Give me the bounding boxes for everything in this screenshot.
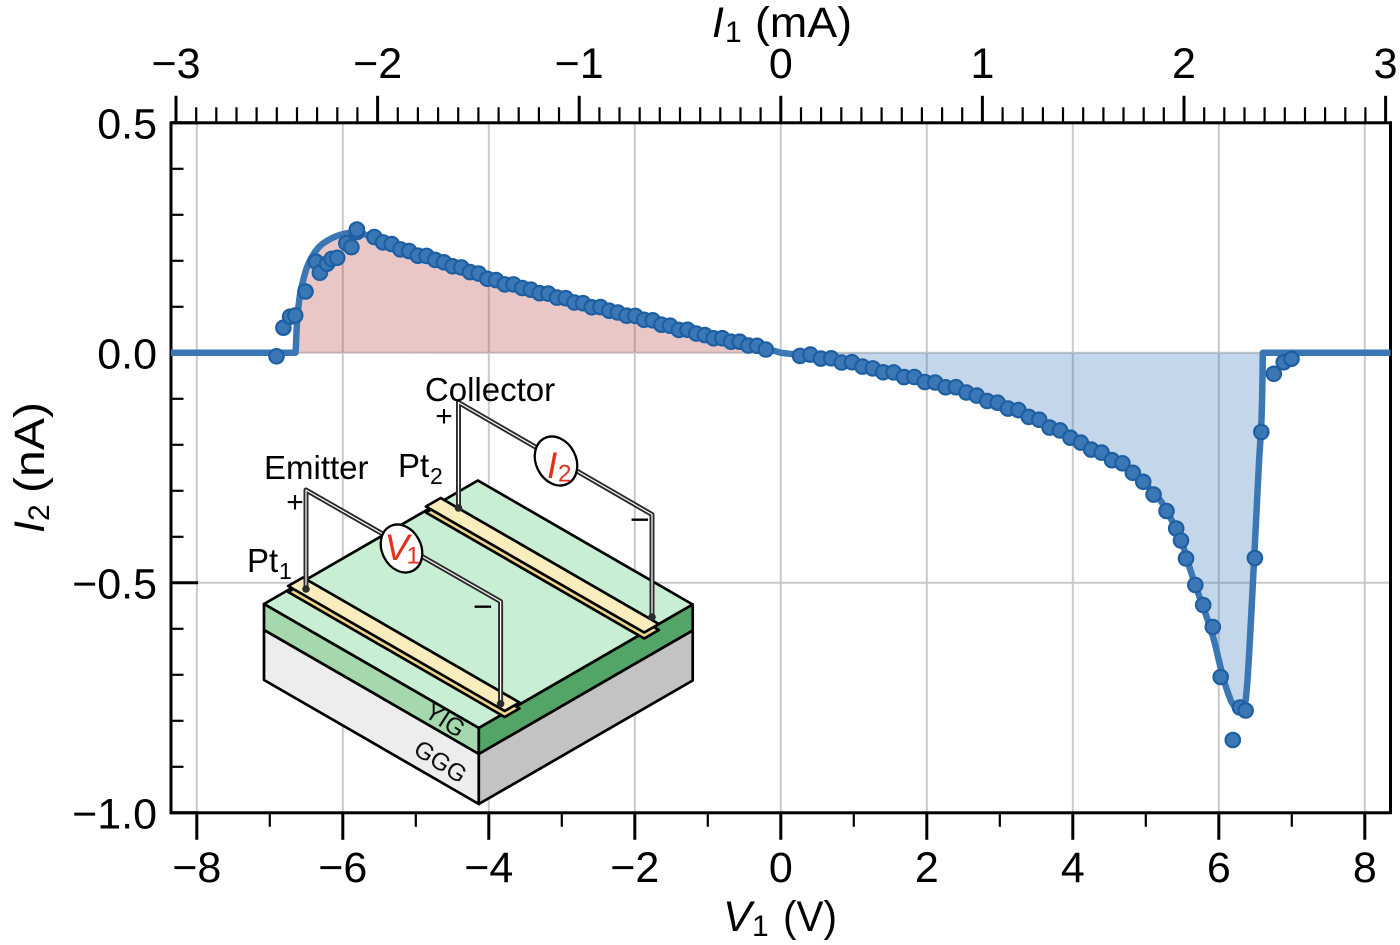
svg-text:6: 6 bbox=[1207, 844, 1231, 892]
svg-text:V: V bbox=[723, 893, 756, 941]
svg-text:−2: −2 bbox=[610, 844, 659, 892]
svg-text:−8: −8 bbox=[172, 844, 221, 892]
svg-text:−1.0: −1.0 bbox=[72, 790, 157, 838]
svg-text:2: 2 bbox=[915, 844, 939, 892]
svg-text:1: 1 bbox=[752, 910, 769, 943]
svg-text:(nA): (nA) bbox=[6, 402, 54, 493]
svg-text:0.0: 0.0 bbox=[97, 330, 157, 378]
svg-text:Emitter: Emitter bbox=[264, 449, 369, 486]
svg-text:Pt: Pt bbox=[247, 542, 278, 579]
svg-text:−: − bbox=[473, 588, 493, 626]
svg-text:+: + bbox=[435, 400, 453, 433]
svg-text:I: I bbox=[6, 521, 54, 533]
svg-text:−: − bbox=[630, 501, 650, 539]
svg-text:0: 0 bbox=[769, 844, 793, 892]
svg-text:1: 1 bbox=[407, 543, 420, 570]
svg-text:−3: −3 bbox=[151, 40, 200, 88]
svg-text:I: I bbox=[712, 0, 724, 47]
svg-text:1: 1 bbox=[725, 16, 742, 49]
svg-text:1: 1 bbox=[279, 558, 292, 584]
svg-text:(V): (V) bbox=[783, 893, 837, 941]
svg-text:I: I bbox=[547, 445, 557, 486]
svg-text:2: 2 bbox=[558, 461, 571, 488]
svg-text:Pt: Pt bbox=[398, 447, 429, 484]
svg-text:4: 4 bbox=[1061, 844, 1085, 892]
svg-text:Collector: Collector bbox=[425, 371, 555, 408]
svg-text:−1: −1 bbox=[555, 40, 604, 88]
svg-text:(mA): (mA) bbox=[755, 0, 852, 47]
svg-text:−0.5: −0.5 bbox=[72, 560, 157, 608]
svg-text:2: 2 bbox=[23, 504, 56, 521]
svg-text:2: 2 bbox=[430, 463, 443, 489]
svg-text:0.5: 0.5 bbox=[97, 100, 157, 148]
svg-text:2: 2 bbox=[1172, 40, 1196, 88]
svg-text:−2: −2 bbox=[353, 40, 402, 88]
svg-text:V: V bbox=[385, 527, 413, 568]
svg-text:1: 1 bbox=[970, 40, 994, 88]
svg-text:+: + bbox=[286, 486, 304, 519]
svg-text:0: 0 bbox=[769, 40, 793, 88]
svg-text:8: 8 bbox=[1353, 844, 1377, 892]
svg-text:3: 3 bbox=[1374, 40, 1398, 88]
svg-text:−6: −6 bbox=[318, 844, 367, 892]
svg-text:−4: −4 bbox=[464, 844, 513, 892]
